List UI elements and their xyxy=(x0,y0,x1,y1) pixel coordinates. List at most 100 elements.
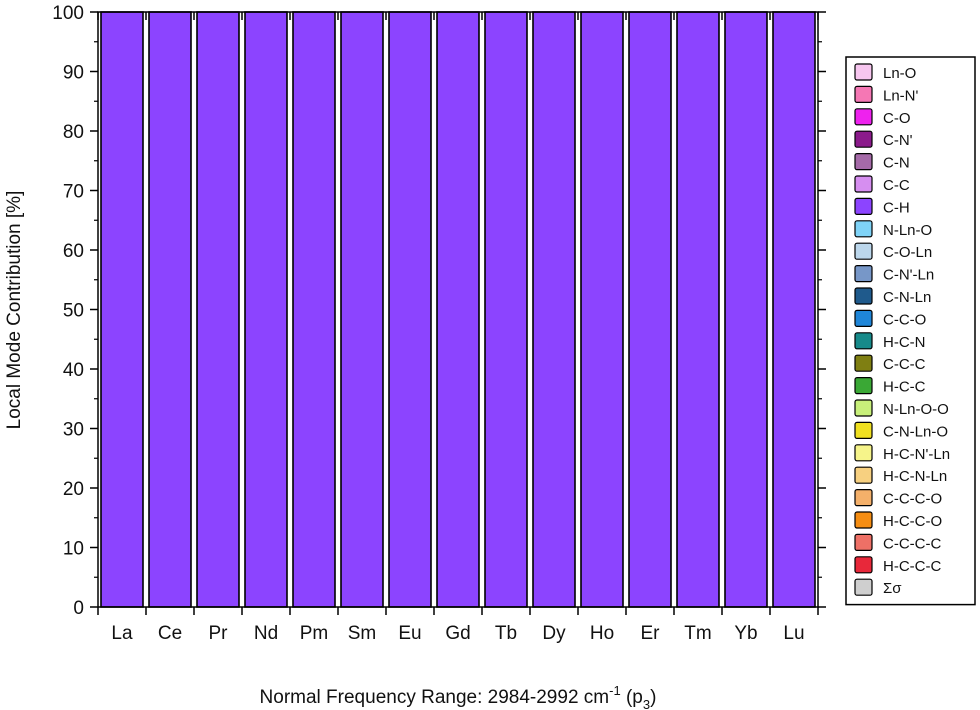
legend-swatch-17 xyxy=(854,444,873,462)
legend-label-12: H-C-N xyxy=(883,334,926,351)
x-tick-label-Yb: Yb xyxy=(734,623,757,644)
legend-swatch-12 xyxy=(854,332,873,350)
x-tick-labels: La Ce Pr Nd Pm Sm Eu Gd Tb Dy Ho Er Tm Yb Lu xyxy=(111,623,804,644)
y-tick-labels: 0 10 20 30 40 50 60 70 80 90 100 xyxy=(52,3,84,619)
bar-Eu-6 xyxy=(388,11,432,608)
y-tick-label-80: 80 xyxy=(63,122,84,143)
legend-swatch-3 xyxy=(854,130,873,148)
legend-label-9: C-N'-Ln xyxy=(883,267,934,284)
x-axis-title-paren-open: (p xyxy=(621,687,643,708)
legend-swatch-5 xyxy=(854,175,873,193)
y-tick-label-30: 30 xyxy=(63,420,84,441)
bar-Dy-6 xyxy=(532,11,576,608)
legend-label-15: N-Ln-O-O xyxy=(883,401,949,418)
x-tick-label-Dy: Dy xyxy=(542,623,566,644)
legend-swatch-19 xyxy=(854,489,873,507)
axes-layer xyxy=(90,11,826,615)
y-tick-label-0: 0 xyxy=(73,598,84,619)
bar-Tb-6 xyxy=(484,11,528,608)
bar-Ho-6 xyxy=(580,11,624,608)
x-axis-title-superscript: -1 xyxy=(609,683,621,698)
legend-label-8: C-O-Ln xyxy=(883,244,932,261)
legend-label-17: H-C-N'-Ln xyxy=(883,446,950,463)
x-axis-title-paren-close: ) xyxy=(650,687,656,708)
legend-swatch-0 xyxy=(854,63,873,81)
legend-label-6: C-H xyxy=(883,199,910,216)
legend-swatch-7 xyxy=(854,220,873,238)
legend-swatch-23 xyxy=(854,578,873,596)
x-tick-label-Ho: Ho xyxy=(590,623,614,644)
bars-layer xyxy=(100,11,816,608)
legend-label-22: H-C-C-C xyxy=(883,558,941,575)
y-tick-label-90: 90 xyxy=(63,63,84,84)
legend-swatch-11 xyxy=(854,309,873,327)
legend-label-19: C-C-C-O xyxy=(883,491,942,508)
legend-swatch-1 xyxy=(854,85,873,104)
x-tick-label-Pm: Pm xyxy=(300,623,329,644)
legend-swatch-13 xyxy=(854,354,873,372)
legend-swatch-14 xyxy=(854,377,873,395)
bar-Lu-6 xyxy=(772,11,816,608)
legend-swatch-4 xyxy=(854,153,873,171)
legend-swatch-9 xyxy=(854,265,873,283)
bar-Tm-6 xyxy=(676,11,720,608)
x-tick-label-Lu: Lu xyxy=(783,623,804,644)
legend-swatch-10 xyxy=(854,287,873,305)
x-axis-title-subscript: 3 xyxy=(643,697,650,710)
legend-label-0: Ln-O xyxy=(883,65,916,82)
legend: Ln-O Ln-N' C-O C-N' C-N C-C C-H N-Ln-O C-O-Ln C-N… xyxy=(845,56,976,606)
x-tick-label-Sm: Sm xyxy=(348,623,377,644)
y-tick-label-50: 50 xyxy=(63,301,84,322)
x-tick-label-Er: Er xyxy=(641,623,661,644)
x-tick-label-Ce: Ce xyxy=(158,623,182,644)
bar-Gd-6 xyxy=(436,11,480,608)
legend-label-2: C-O xyxy=(883,110,911,127)
legend-label-4: C-N xyxy=(883,155,910,172)
bar-Pm-6 xyxy=(292,11,336,608)
bar-Ce-6 xyxy=(148,11,192,608)
legend-label-11: C-C-O xyxy=(883,311,926,328)
bar-La-6 xyxy=(100,11,144,608)
bar-Nd-6 xyxy=(244,11,288,608)
legend-label-21: C-C-C-C xyxy=(883,535,941,552)
legend-label-18: H-C-N-Ln xyxy=(883,468,947,485)
legend-swatch-20 xyxy=(854,511,873,529)
legend-swatch-16 xyxy=(854,421,873,439)
legend-swatch-2 xyxy=(854,108,873,126)
x-tick-label-Pr: Pr xyxy=(209,623,229,644)
legend-label-20: H-C-C-O xyxy=(883,513,942,530)
legend-label-23: Σσ xyxy=(883,580,902,597)
x-axis-title-main: Normal Frequency Range: 2984-2992 cm xyxy=(260,687,610,708)
y-axis-title: Local Mode Contribution [%] xyxy=(4,191,25,430)
x-tick-label-Eu: Eu xyxy=(398,623,421,644)
y-tick-label-70: 70 xyxy=(63,182,84,203)
y-tick-label-20: 20 xyxy=(63,479,84,500)
x-tick-label-Gd: Gd xyxy=(445,623,470,644)
x-tick-label-Tm: Tm xyxy=(684,623,711,644)
x-tick-label-La: La xyxy=(111,623,133,644)
legend-label-7: N-Ln-O xyxy=(883,222,932,239)
legend-swatch-21 xyxy=(854,533,873,552)
x-axis-title: Normal Frequency Range: 2984-2992 cm-1 (… xyxy=(260,683,657,710)
y-tick-label-40: 40 xyxy=(63,360,84,381)
y-tick-label-60: 60 xyxy=(63,241,84,262)
legend-label-5: C-C xyxy=(883,177,910,194)
legend-swatch-8 xyxy=(854,242,873,260)
x-tick-label-Tb: Tb xyxy=(495,623,517,644)
legend-swatch-18 xyxy=(854,466,873,484)
bar-Er-6 xyxy=(628,11,672,608)
legend-swatch-15 xyxy=(854,399,873,417)
legend-label-1: Ln-N' xyxy=(883,87,919,104)
legend-swatch-22 xyxy=(854,556,873,574)
y-tick-label-100: 100 xyxy=(52,3,84,24)
legend-label-16: C-N-Ln-O xyxy=(883,423,948,440)
legend-label-10: C-N-Ln xyxy=(883,289,931,306)
legend-label-14: H-C-C xyxy=(883,379,926,396)
legend-label-13: C-C-C xyxy=(883,356,926,373)
y-tick-label-10: 10 xyxy=(63,539,84,560)
legend-swatch-6 xyxy=(854,197,873,215)
x-tick-label-Nd: Nd xyxy=(254,623,278,644)
bar-Sm-6 xyxy=(340,11,384,608)
bar-Pr-6 xyxy=(196,11,240,608)
